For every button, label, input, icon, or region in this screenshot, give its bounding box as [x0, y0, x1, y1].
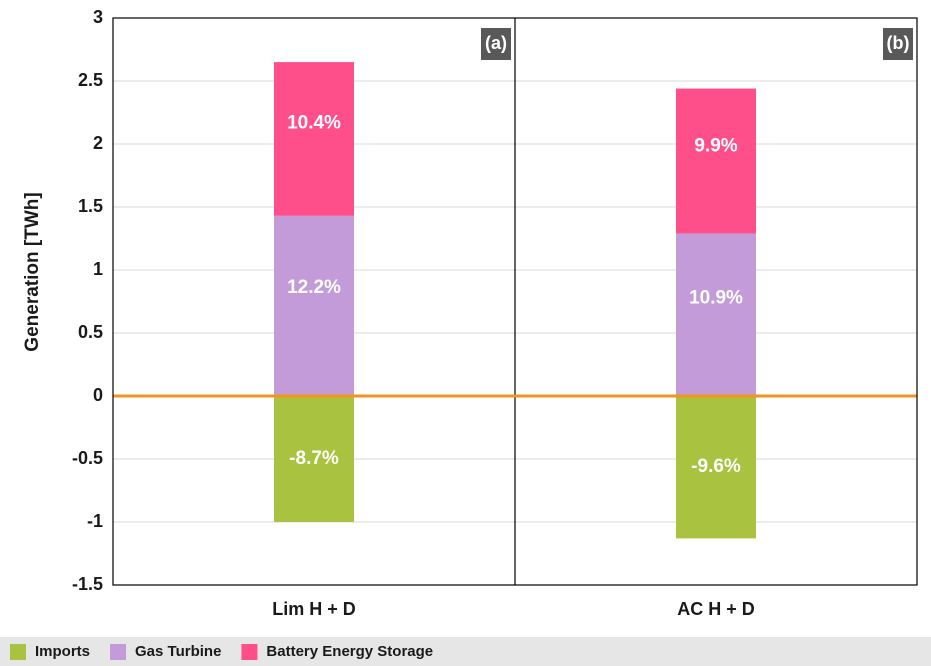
- legend-background: [0, 637, 931, 666]
- bar-segment: [676, 233, 756, 396]
- y-tick-label: 2: [93, 133, 103, 153]
- legend-swatch: [110, 644, 127, 660]
- bar-segment: [274, 62, 354, 216]
- panel-label-box: [481, 28, 511, 60]
- panel-label: (b): [887, 33, 910, 53]
- legend-label: Gas Turbine: [135, 643, 221, 660]
- legend-swatch: [10, 644, 26, 660]
- bar-label: -9.6%: [691, 456, 741, 477]
- bar-label: 12.2%: [287, 277, 341, 298]
- bar-segment: [274, 396, 354, 522]
- legend-label: Battery Energy Storage: [266, 643, 433, 660]
- y-tick-label: 0: [93, 385, 103, 405]
- plot-frame: [112, 17, 918, 586]
- legend-label: Imports: [35, 643, 90, 660]
- x-tick-label: AC H + D: [677, 599, 755, 619]
- bar-label: 10.9%: [689, 287, 743, 308]
- bar-segment: [274, 215, 354, 396]
- bar-segment: [676, 396, 756, 539]
- y-axis-label: Generation [TWh]: [22, 192, 43, 351]
- y-tick-label: -1.5: [72, 574, 103, 594]
- legend-swatch: [241, 644, 258, 660]
- panel-label: (a): [485, 33, 507, 53]
- panel-label-box: [883, 28, 913, 60]
- bar-segment: [676, 88, 756, 234]
- x-tick-label: Lim H + D: [272, 599, 356, 619]
- y-tick-label: -0.5: [72, 448, 103, 468]
- y-tick-label: 3: [93, 7, 103, 27]
- bar-label: 9.9%: [694, 136, 737, 157]
- bar-label: 10.4%: [287, 113, 341, 134]
- y-tick-label: 1: [93, 259, 103, 279]
- y-tick-label: 0.5: [78, 322, 103, 342]
- y-tick-label: -1: [87, 511, 103, 531]
- y-tick-label: 2.5: [78, 70, 103, 90]
- bar-label: -8.7%: [289, 448, 339, 469]
- y-tick-label: 1.5: [78, 196, 103, 216]
